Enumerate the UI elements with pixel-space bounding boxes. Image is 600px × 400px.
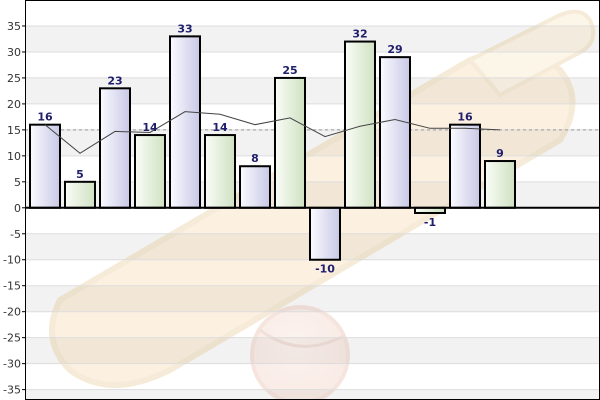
y-tick-label: 10 xyxy=(7,150,21,163)
bar-value-label: 29 xyxy=(387,43,402,56)
bar-value-label: 14 xyxy=(142,121,158,134)
y-tick-label: 30 xyxy=(7,46,21,59)
bar-value-label: -10 xyxy=(315,263,335,276)
bar xyxy=(134,134,166,209)
y-tick-label: 0 xyxy=(14,202,21,215)
grid-band xyxy=(25,285,600,312)
bar xyxy=(29,123,61,209)
bar-value-label: 9 xyxy=(496,147,504,160)
bar-value-label: 23 xyxy=(107,74,122,87)
bar xyxy=(239,165,271,209)
bar-value-label: 32 xyxy=(352,28,367,41)
y-tick-label: 15 xyxy=(7,124,21,137)
bar-value-label: 16 xyxy=(37,111,53,124)
bar-value-label: 16 xyxy=(457,111,473,124)
grid-band xyxy=(25,25,600,52)
bar xyxy=(204,134,236,209)
bar xyxy=(169,35,201,209)
bar xyxy=(379,56,411,209)
bar-value-label: 5 xyxy=(76,168,84,181)
y-tick-label: 25 xyxy=(7,72,21,85)
y-tick-label: -20 xyxy=(3,306,21,319)
y-tick-label: -30 xyxy=(3,358,21,371)
y-tick-label: 5 xyxy=(14,176,21,189)
bar xyxy=(99,87,131,209)
bar-value-label: 14 xyxy=(212,121,228,134)
y-axis: 35 30 25 20 15 10 5 0 -5 -10 -15 -20 -25 -30 -35 xyxy=(3,20,25,397)
y-tick-label: -35 xyxy=(3,384,21,397)
y-tick-label: -25 xyxy=(3,332,21,345)
bar xyxy=(484,160,516,209)
bar-value-label: 25 xyxy=(282,64,297,77)
y-tick-label: -10 xyxy=(3,254,21,267)
bar xyxy=(274,76,306,209)
y-tick-label: -15 xyxy=(3,280,21,293)
data-labels-group: 16 5 23 14 33 14 8 25 -10 32 29 -1 16 9 xyxy=(37,22,503,275)
y-tick-label: 20 xyxy=(7,98,21,111)
trend-line xyxy=(44,111,501,154)
bar-value-label: 33 xyxy=(177,22,192,35)
y-tick-label: -5 xyxy=(10,228,21,241)
bar xyxy=(449,123,481,209)
trend-polyline xyxy=(44,111,501,154)
bar xyxy=(64,180,96,209)
bar-value-label: 8 xyxy=(251,152,259,165)
bar xyxy=(309,206,341,261)
y-tick-label: 35 xyxy=(7,20,21,33)
bar-value-label: -1 xyxy=(424,216,436,229)
